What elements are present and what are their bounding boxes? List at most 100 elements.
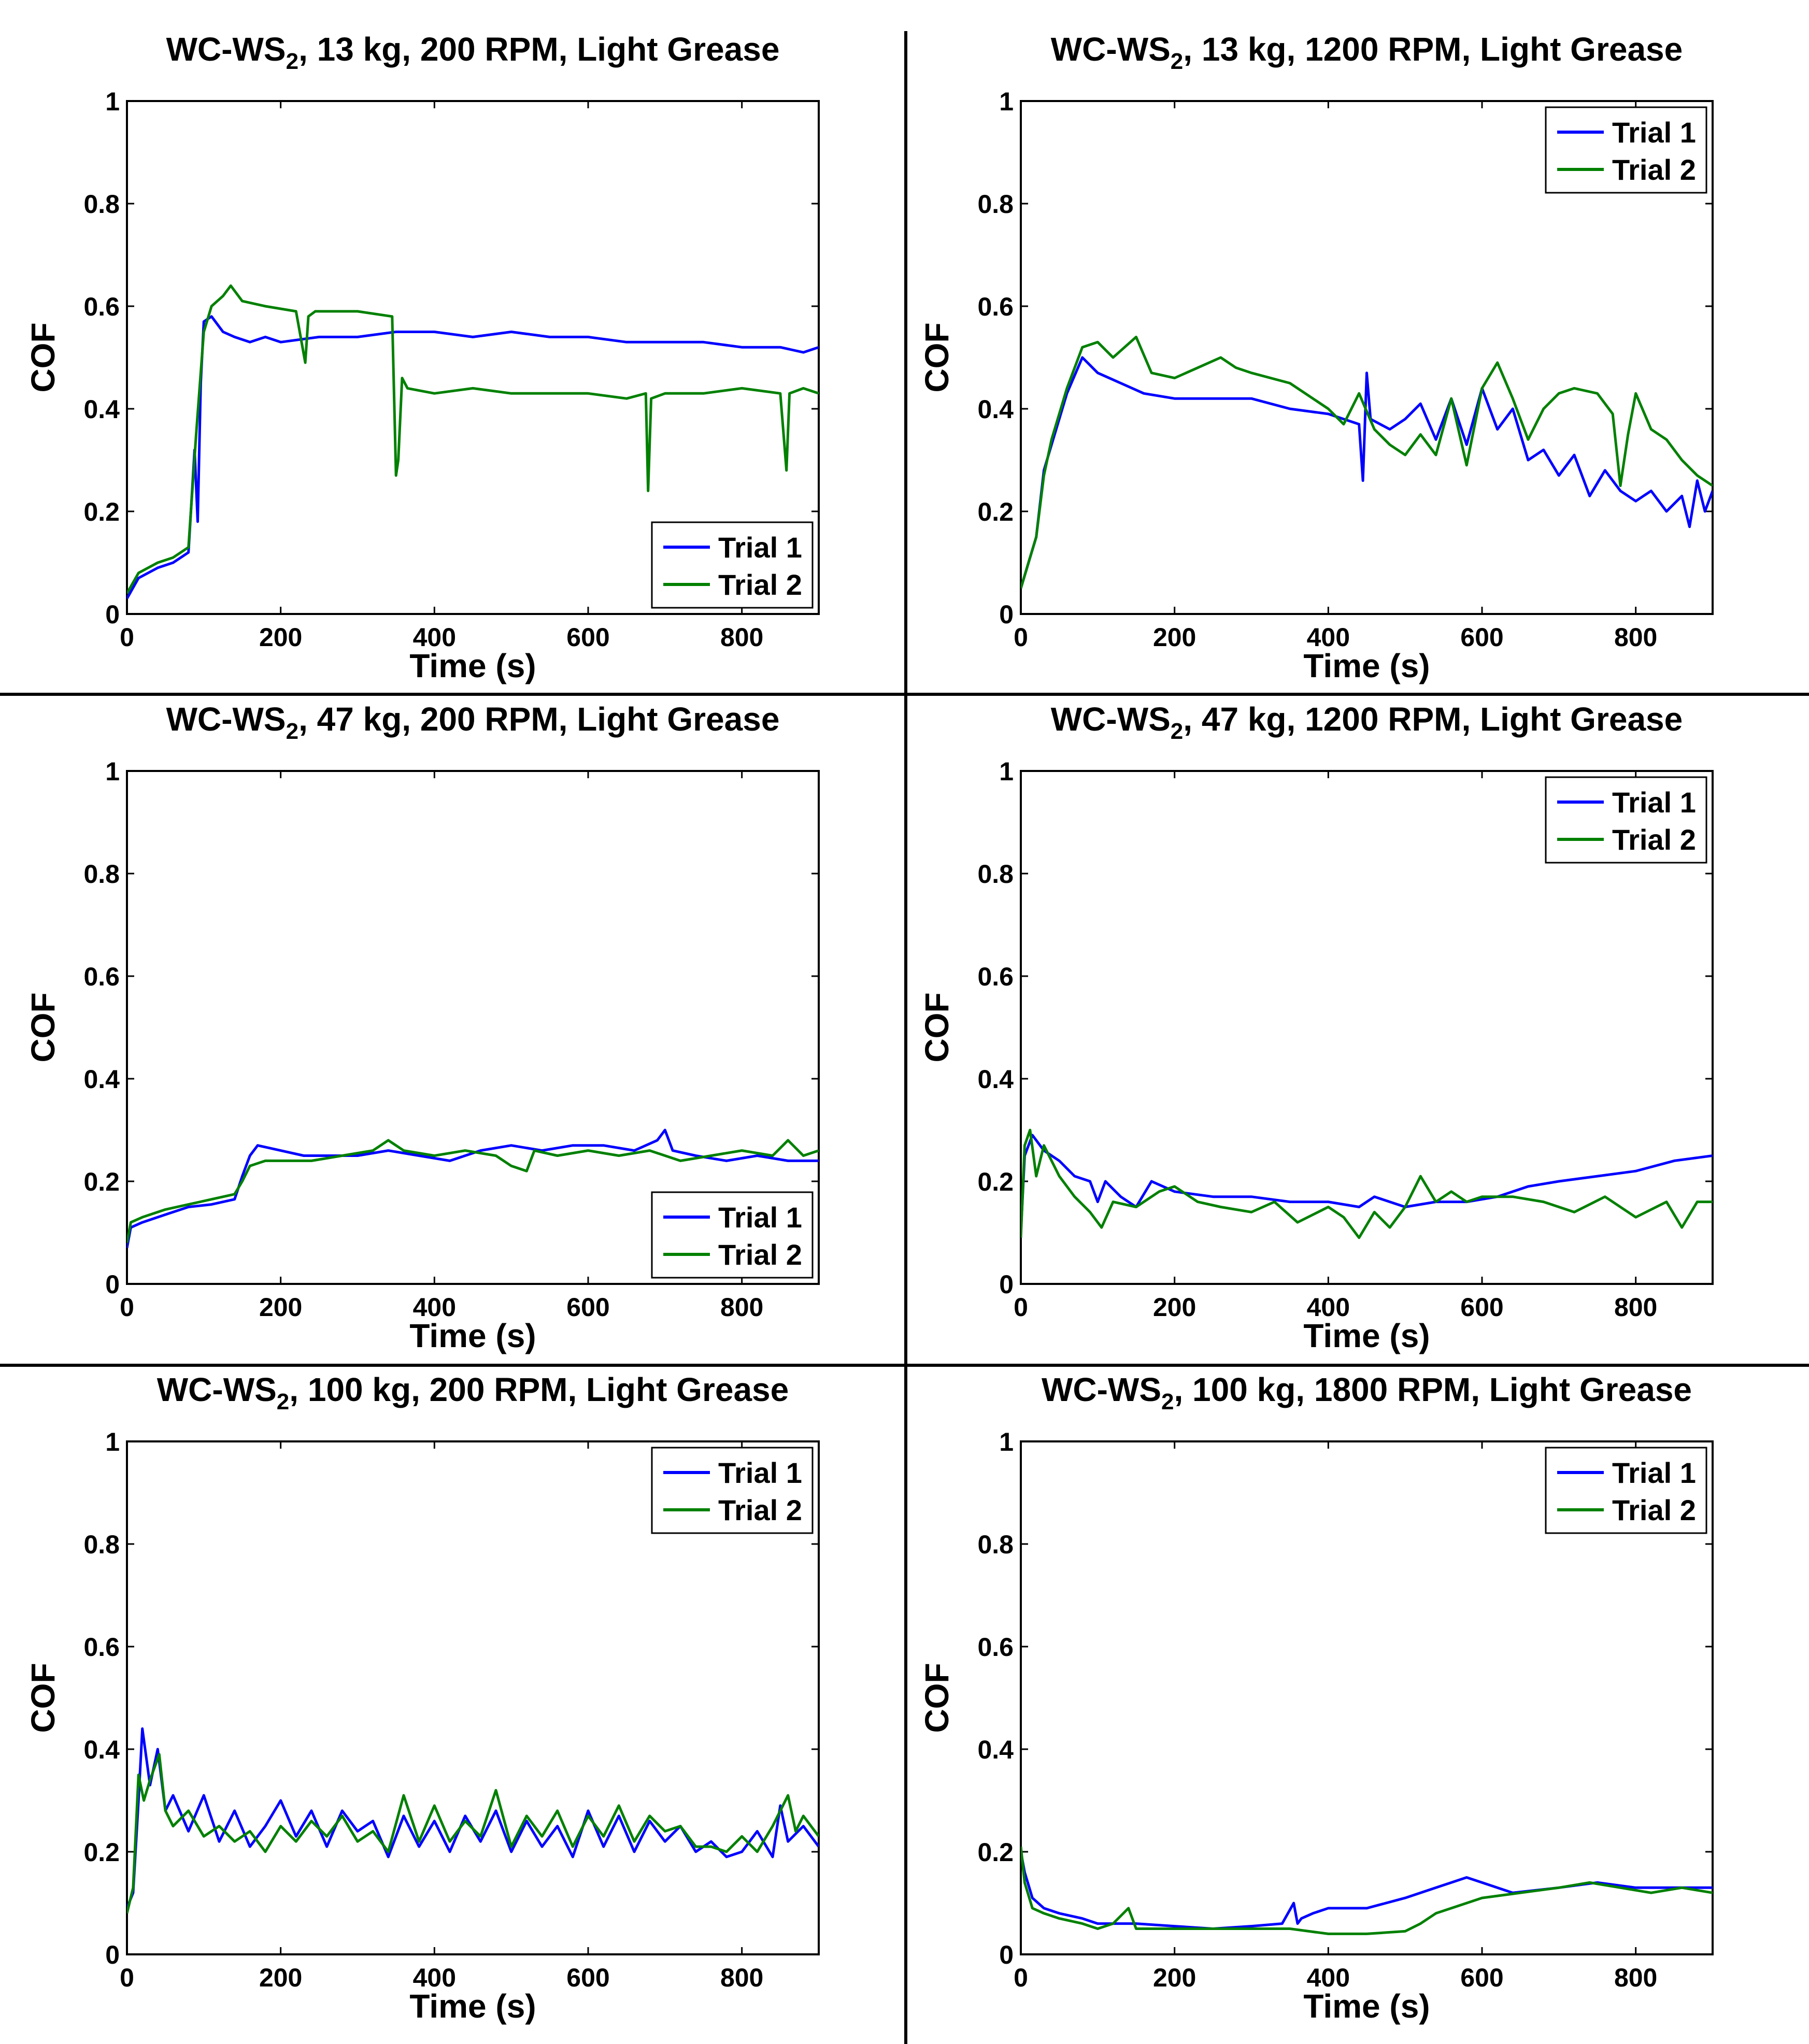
series-line-trial-1 (127, 1128, 819, 1249)
chart-panel-6: WC-WS2, 100 kg, 1800 RPM, Light Grease 0 2… (918, 1371, 1714, 2025)
chart-title-main: WC-WS (1042, 1371, 1161, 1408)
y-tick-label: 0.2 (977, 1167, 1014, 1196)
x-tick-label: 400 (413, 1293, 456, 1322)
x-tick-label: 0 (1014, 1293, 1028, 1322)
series-group (1021, 1846, 1713, 1935)
x-tick-label: 800 (720, 1963, 763, 1992)
chart-title: WC-WS2, 100 kg, 1800 RPM, Light Grease (1042, 1371, 1692, 1414)
chart-title-main: WC-WS (157, 1371, 277, 1408)
x-tick-label: 200 (1153, 623, 1196, 652)
legend-label-trial-1: Trial 1 (718, 1456, 802, 1489)
legend: Trial 1 Trial 2 (651, 1191, 814, 1279)
x-tick-label: 0 (1014, 1963, 1028, 1992)
y-tick-label: 0 (105, 600, 120, 629)
panel-dividers (0, 31, 1809, 2044)
legend-label-trial-1: Trial 1 (1612, 1456, 1696, 1489)
x-axis-label: Time (s) (1303, 1317, 1430, 1354)
x-tick-label: 600 (1460, 1293, 1503, 1322)
series-group (127, 1727, 819, 1914)
legend-label-trial-2: Trial 2 (718, 568, 802, 601)
x-tick-label: 200 (259, 1293, 302, 1322)
y-tick-label: 0.8 (83, 190, 120, 219)
y-tick-label: 0.4 (977, 1735, 1014, 1764)
legend-label-trial-2: Trial 2 (718, 1238, 802, 1271)
legend-box (1545, 776, 1707, 864)
x-tick-label: 600 (1460, 1963, 1503, 1992)
x-tick-label: 400 (1307, 623, 1350, 652)
y-axis-label: COF (24, 992, 62, 1062)
series-line-trial-2 (127, 1139, 819, 1243)
chart-title-subscript: 2 (1171, 49, 1183, 74)
series-line-trial-2 (1021, 335, 1713, 589)
x-tick-label: 600 (566, 623, 609, 652)
chart-title-rest: , 13 kg, 1200 RPM, Light Grease (1183, 31, 1683, 68)
y-tick-label: 0.4 (977, 1065, 1014, 1094)
x-tick-label: 800 (720, 1293, 763, 1322)
chart-title-rest: , 100 kg, 200 RPM, Light Grease (289, 1371, 789, 1408)
y-tick-label: 0.6 (83, 1633, 120, 1662)
legend-box (651, 521, 814, 609)
legend: Trial 1 Trial 2 (1545, 776, 1707, 864)
y-tick-label: 0.2 (83, 1838, 120, 1867)
legend-label-trial-2: Trial 2 (718, 1494, 802, 1526)
legend-label-trial-2: Trial 2 (1612, 153, 1696, 186)
series-line-trial-2 (127, 1753, 819, 1914)
chart-title: WC-WS2, 13 kg, 1200 RPM, Light Grease (1051, 31, 1683, 74)
legend: Trial 1 Trial 2 (1545, 1447, 1707, 1534)
x-tick-label: 400 (413, 1963, 456, 1992)
y-tick-label: 1 (999, 757, 1014, 786)
chart-title-subscript: 2 (1171, 719, 1183, 744)
y-tick-label: 0.6 (977, 292, 1014, 321)
y-tick-label: 0.2 (977, 497, 1014, 526)
chart-title-main: WC-WS (166, 31, 286, 68)
series-line-trial-2 (1021, 1128, 1713, 1239)
x-axis-label: Time (s) (1303, 647, 1430, 684)
legend-label-trial-1: Trial 1 (718, 531, 802, 564)
legend-box (1545, 1447, 1707, 1534)
chart-title-main: WC-WS (166, 701, 286, 738)
x-tick-label: 600 (1460, 623, 1503, 652)
x-tick-label: 200 (1153, 1963, 1196, 1992)
y-tick-label: 0.6 (977, 1633, 1014, 1662)
series-line-trial-2 (127, 284, 819, 594)
chart-title-rest: , 47 kg, 200 RPM, Light Grease (298, 701, 779, 738)
y-tick-label: 0.4 (83, 395, 120, 424)
y-tick-label: 1 (105, 87, 120, 116)
legend-box (651, 1191, 814, 1279)
y-tick-label: 0.8 (83, 860, 120, 889)
chart-title-rest: , 13 kg, 200 RPM, Light Grease (298, 31, 779, 68)
y-tick-label: 0.2 (977, 1838, 1014, 1867)
y-axis-label: COF (918, 322, 956, 392)
x-axis-label: Time (s) (1303, 1988, 1430, 2025)
chart-title: WC-WS2, 13 kg, 200 RPM, Light Grease (166, 31, 780, 74)
x-tick-label: 600 (566, 1293, 609, 1322)
y-tick-label: 0.8 (977, 860, 1014, 889)
x-tick-label: 0 (120, 1963, 134, 1992)
y-tick-label: 0.2 (83, 1167, 120, 1196)
legend: Trial 1 Trial 2 (651, 1447, 814, 1534)
x-tick-label: 800 (1614, 1293, 1657, 1322)
x-tick-label: 800 (1614, 1963, 1657, 1992)
x-tick-label: 0 (1014, 623, 1028, 652)
chart-title-subscript: 2 (1161, 1389, 1174, 1414)
chart-title-main: WC-WS (1051, 701, 1171, 738)
x-tick-label: 400 (1307, 1293, 1350, 1322)
chart-title-subscript: 2 (286, 49, 298, 74)
legend-label-trial-2: Trial 2 (1612, 823, 1696, 856)
chart-title-rest: , 100 kg, 1800 RPM, Light Grease (1174, 1371, 1692, 1408)
x-axis-label: Time (s) (409, 647, 536, 684)
chart-title: WC-WS2, 47 kg, 200 RPM, Light Grease (166, 701, 780, 744)
x-tick-label: 400 (413, 623, 456, 652)
series-group (127, 1128, 819, 1249)
x-tick-label: 400 (1307, 1963, 1350, 1992)
legend-label-trial-1: Trial 1 (718, 1201, 802, 1234)
y-tick-label: 0 (999, 600, 1014, 629)
series-group (127, 284, 819, 599)
series-group (1021, 1128, 1713, 1239)
x-tick-label: 600 (566, 1963, 609, 1992)
